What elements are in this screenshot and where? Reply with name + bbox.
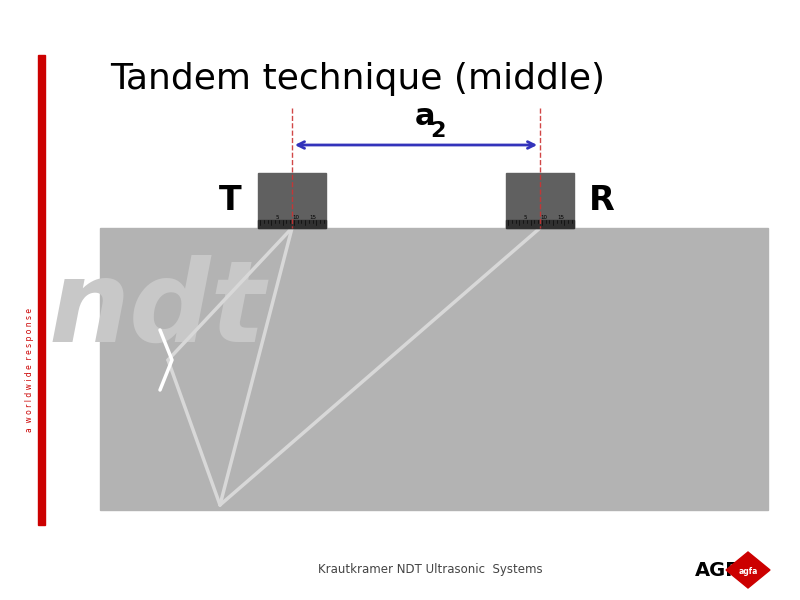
Text: ndt: ndt: [48, 254, 265, 365]
Bar: [258, 173, 326, 228]
Text: 10: 10: [540, 215, 547, 220]
Bar: [38, 55, 45, 525]
Text: $\mathbf{2}$: $\mathbf{2}$: [430, 121, 446, 141]
Bar: [506, 220, 574, 228]
Bar: [506, 173, 574, 228]
Text: Krautkramer NDT Ultrasonic  Systems: Krautkramer NDT Ultrasonic Systems: [318, 563, 542, 577]
Text: 5: 5: [275, 215, 278, 220]
Text: T: T: [218, 184, 242, 217]
Bar: [258, 220, 326, 228]
Text: R: R: [589, 184, 615, 217]
Bar: [100, 228, 768, 510]
Polygon shape: [726, 552, 770, 588]
Text: 5: 5: [523, 215, 526, 220]
Text: a  w o r l d w i d e  r e s p o n s e: a w o r l d w i d e r e s p o n s e: [26, 308, 34, 432]
Text: $\mathbf{a}$: $\mathbf{a}$: [414, 102, 434, 131]
Text: Tandem technique (middle): Tandem technique (middle): [110, 62, 605, 96]
Text: 15: 15: [557, 215, 564, 220]
Text: AGFA: AGFA: [695, 560, 752, 580]
Text: 15: 15: [309, 215, 316, 220]
Text: agfa: agfa: [738, 566, 758, 575]
Text: 10: 10: [292, 215, 299, 220]
